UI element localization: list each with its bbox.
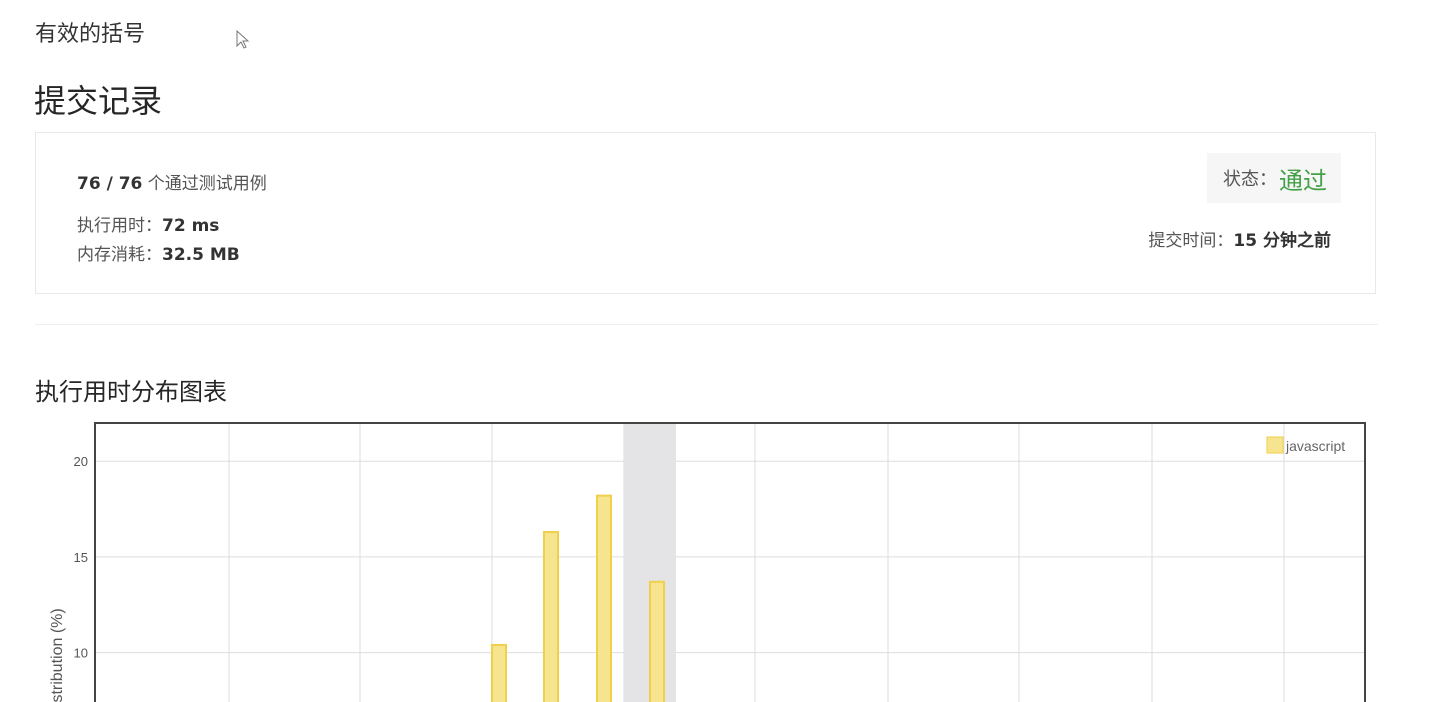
bar-layer [491, 494, 665, 702]
runtime-distribution-chart: 10 15 20 distribution (%) javascript [0, 415, 1439, 702]
runtime-value: 72 ms [162, 216, 220, 236]
legend-label-javascript: javascript [1285, 438, 1345, 454]
y-tick-label: 15 [74, 550, 88, 565]
divider [35, 324, 1378, 325]
memory-label: 内存消耗： [77, 245, 162, 265]
status-badge: 状态： 通过 [1207, 153, 1341, 203]
chart-bar [543, 531, 559, 702]
status-label: 状态： [1223, 169, 1277, 190]
y-tick-label: 20 [74, 454, 88, 469]
chart-svg: 10 15 20 distribution (%) javascript [49, 422, 1366, 702]
legend-swatch-javascript [1266, 436, 1284, 454]
runtime-label: 执行用时： [77, 216, 162, 236]
legend[interactable]: javascript [1266, 436, 1345, 454]
page-title: 提交记录 [34, 82, 163, 120]
submit-time-label: 提交时间： [1148, 231, 1234, 251]
submit-time-row: 提交时间：15 分钟之前 [1148, 226, 1331, 251]
chart-bar [596, 494, 612, 702]
test-cases-passed: 76 / 76 个通过测试用例 [77, 169, 267, 194]
passed-count: 76 / 76 [77, 174, 143, 194]
passed-suffix: 个通过测试用例 [147, 174, 267, 194]
grid-layer [95, 423, 1365, 702]
submission-summary-card: 76 / 76 个通过测试用例 执行用时：72 ms 内存消耗：32.5 MB … [35, 132, 1376, 294]
status-value[interactable]: 通过 [1279, 166, 1327, 195]
chart-bar [649, 580, 665, 702]
tick-layer: 10 15 20 [74, 454, 88, 660]
chart-title: 执行用时分布图表 [35, 378, 227, 406]
y-axis-label: distribution (%) [49, 608, 66, 702]
memory-value: 32.5 MB [162, 245, 240, 265]
submit-time-value: 15 分钟之前 [1233, 231, 1331, 251]
problem-title[interactable]: 有效的括号 [35, 22, 146, 47]
mouse-cursor-icon [236, 30, 250, 49]
chart-bar [491, 643, 507, 702]
plot-frame [94, 422, 1366, 702]
memory-row: 内存消耗：32.5 MB [77, 240, 240, 265]
runtime-row: 执行用时：72 ms [77, 211, 219, 236]
y-tick-label: 10 [74, 646, 88, 661]
